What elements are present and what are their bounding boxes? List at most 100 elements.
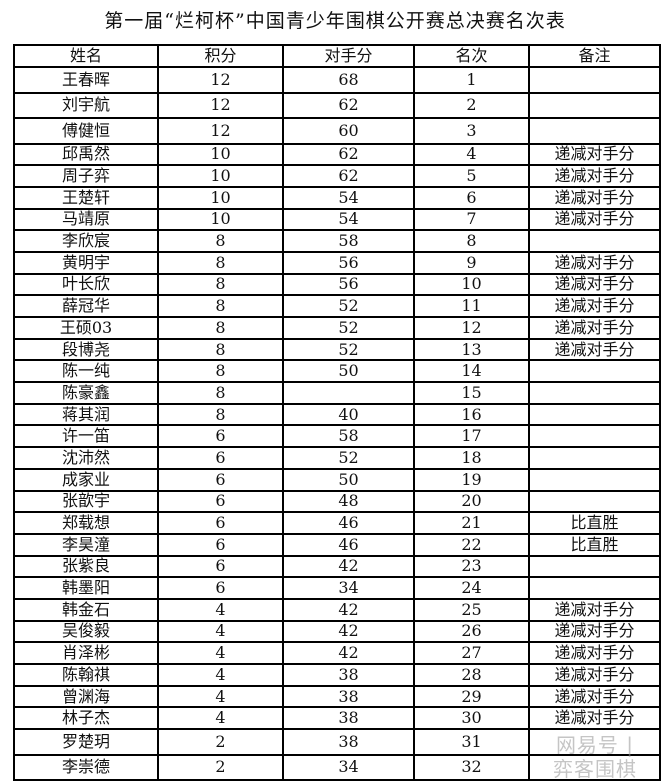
cell-score: 6 <box>157 532 284 557</box>
table-row: 韩墨阳 6 34 24 <box>13 576 661 600</box>
cell-name: 段博尧 <box>13 337 159 362</box>
table-row: 肖泽彬 4 42 27 递减对手分 <box>13 641 661 665</box>
cell-note: 比直胜 <box>528 532 661 557</box>
cell-opponent-score: 34 <box>282 753 415 781</box>
cell-opponent-score: 56 <box>282 272 415 297</box>
cell-opponent-score: 38 <box>282 663 415 687</box>
table-row: 王硕03 8 52 12 递减对手分 <box>13 316 661 340</box>
cell-rank: 22 <box>413 532 530 557</box>
cell-name: 王春晖 <box>13 66 159 94</box>
table-row: 薛冠华 8 52 11 递减对手分 <box>13 294 661 318</box>
header-name: 姓名 <box>13 44 159 68</box>
cell-note: 递减对手分 <box>528 641 661 665</box>
cell-rank: 16 <box>413 402 530 427</box>
cell-rank: 2 <box>413 91 530 119</box>
cell-score: 8 <box>157 316 284 340</box>
cell-score: 8 <box>157 294 284 318</box>
cell-name: 刘宇航 <box>13 91 159 119</box>
cell-opponent-score: 68 <box>282 66 415 94</box>
cell-note <box>528 728 661 756</box>
cell-note: 递减对手分 <box>528 294 661 318</box>
cell-score: 8 <box>157 381 284 405</box>
header-rank: 名次 <box>413 44 530 68</box>
table-row: 邱禹然 10 62 4 递减对手分 <box>13 142 661 167</box>
cell-name: 叶长欣 <box>13 272 159 297</box>
cell-name: 邱禹然 <box>13 142 159 167</box>
cell-name: 韩金石 <box>13 597 159 622</box>
cell-rank: 4 <box>413 142 530 167</box>
table-row: 黄明宇 8 56 9 递减对手分 <box>13 250 661 275</box>
cell-note <box>528 446 661 470</box>
cell-score: 8 <box>157 337 284 362</box>
cell-opponent-score: 62 <box>282 91 415 119</box>
table-row: 曾渊海 4 38 29 递减对手分 <box>13 684 661 709</box>
cell-rank: 30 <box>413 706 530 731</box>
cell-score: 2 <box>157 753 284 781</box>
cell-score: 6 <box>157 554 284 579</box>
cell-note: 递减对手分 <box>528 684 661 709</box>
cell-opponent-score: 58 <box>282 424 415 449</box>
cell-note <box>528 402 661 427</box>
cell-rank: 10 <box>413 272 530 297</box>
cell-name: 周子弈 <box>13 164 159 188</box>
cell-name: 陈豪鑫 <box>13 381 159 405</box>
cell-opponent-score: 54 <box>282 185 415 210</box>
cell-score: 12 <box>157 117 284 145</box>
cell-name: 罗楚玥 <box>13 728 159 756</box>
cell-opponent-score: 58 <box>282 229 415 253</box>
cell-rank: 15 <box>413 381 530 405</box>
cell-score: 6 <box>157 446 284 470</box>
cell-score: 10 <box>157 164 284 188</box>
cell-rank: 24 <box>413 576 530 600</box>
cell-rank: 6 <box>413 185 530 210</box>
table-row: 吴俊毅 4 42 26 递减对手分 <box>13 619 661 644</box>
cell-opponent-score: 52 <box>282 316 415 340</box>
cell-name: 肖泽彬 <box>13 641 159 665</box>
cell-name: 李崇德 <box>13 753 159 781</box>
header-note: 备注 <box>528 44 661 68</box>
cell-note: 递减对手分 <box>528 272 661 297</box>
cell-rank: 3 <box>413 117 530 145</box>
cell-name: 张紫良 <box>13 554 159 579</box>
table-row: 陈一纯 8 50 14 <box>13 359 661 384</box>
cell-rank: 17 <box>413 424 530 449</box>
cell-score: 6 <box>157 511 284 535</box>
cell-opponent-score: 50 <box>282 359 415 384</box>
table-row: 李欣宸 8 58 8 <box>13 229 661 253</box>
cell-opponent-score: 42 <box>282 597 415 622</box>
cell-rank: 20 <box>413 489 530 514</box>
cell-score: 2 <box>157 728 284 756</box>
cell-rank: 29 <box>413 684 530 709</box>
cell-note <box>528 467 661 492</box>
cell-note: 递减对手分 <box>528 597 661 622</box>
table-row: 张紫良 6 42 23 <box>13 554 661 579</box>
cell-name: 李昊潼 <box>13 532 159 557</box>
cell-rank: 18 <box>413 446 530 470</box>
cell-rank: 9 <box>413 250 530 275</box>
cell-rank: 7 <box>413 207 530 232</box>
table-row: 傅健恒 12 60 3 <box>13 117 661 145</box>
cell-score: 6 <box>157 424 284 449</box>
cell-score: 12 <box>157 66 284 94</box>
cell-name: 成家业 <box>13 467 159 492</box>
table-row: 韩金石 4 42 25 递减对手分 <box>13 597 661 622</box>
cell-score: 8 <box>157 359 284 384</box>
cell-note: 递减对手分 <box>528 619 661 644</box>
cell-rank: 27 <box>413 641 530 665</box>
header-opponent-score: 对手分 <box>282 44 415 68</box>
cell-score: 4 <box>157 684 284 709</box>
cell-name: 王硕03 <box>13 316 159 340</box>
cell-name: 曾渊海 <box>13 684 159 709</box>
cell-opponent-score: 40 <box>282 402 415 427</box>
cell-score: 8 <box>157 272 284 297</box>
cell-rank: 14 <box>413 359 530 384</box>
cell-opponent-score: 38 <box>282 728 415 756</box>
cell-note <box>528 91 661 119</box>
table-row: 马靖原 10 54 7 递减对手分 <box>13 207 661 232</box>
cell-opponent-score: 38 <box>282 706 415 731</box>
cell-name: 郑载想 <box>13 511 159 535</box>
table-row: 李昊潼 6 46 22 比直胜 <box>13 532 661 557</box>
cell-name: 王楚轩 <box>13 185 159 210</box>
cell-name: 蒋其润 <box>13 402 159 427</box>
cell-note: 递减对手分 <box>528 316 661 340</box>
